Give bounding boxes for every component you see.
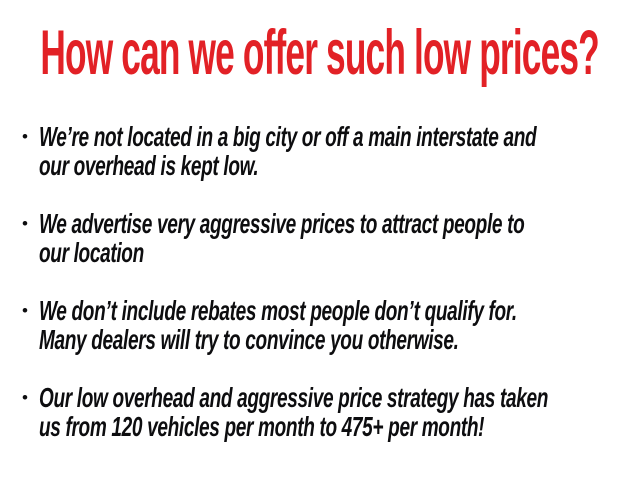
bullet-text-line: We don’t include rebates most people don… — [39, 295, 517, 326]
bullet-text-line: our location — [39, 237, 144, 268]
list-item: • We’re not located in a big city or off… — [22, 122, 640, 180]
bullet-icon: • — [22, 127, 28, 146]
bullet-icon: • — [22, 388, 28, 407]
bullet-text: We advertise very aggressive prices to a… — [39, 209, 640, 267]
bullet-text: We’re not located in a big city or off a… — [39, 122, 640, 180]
bullet-text-line: We’re not located in a big city or off a… — [39, 121, 537, 152]
bullet-text: Our low overhead and aggressive price st… — [39, 383, 640, 441]
bullet-text-line: our overhead is kept low. — [39, 150, 259, 181]
list-item: • We advertise very aggressive prices to… — [22, 209, 640, 267]
bullet-icon: • — [22, 214, 28, 233]
bullet-text-line: Many dealers will try to convince you ot… — [39, 324, 459, 355]
bullet-text-line: us from 120 vehicles per month to 475+ p… — [39, 411, 485, 442]
bullet-icon: • — [22, 301, 28, 320]
list-item: • Our low overhead and aggressive price … — [22, 383, 640, 441]
bullet-text-line: Our low overhead and aggressive price st… — [39, 382, 549, 413]
bullet-text-line: We advertise very aggressive prices to a… — [39, 208, 525, 239]
list-item: • We don’t include rebates most people d… — [22, 296, 640, 354]
page-title: How can we offer such low prices? — [0, 22, 640, 86]
bullet-text: We don’t include rebates most people don… — [39, 296, 640, 354]
bullet-list: • We’re not located in a big city or off… — [22, 122, 640, 441]
page-title-text: How can we offer such low prices? — [40, 18, 600, 88]
